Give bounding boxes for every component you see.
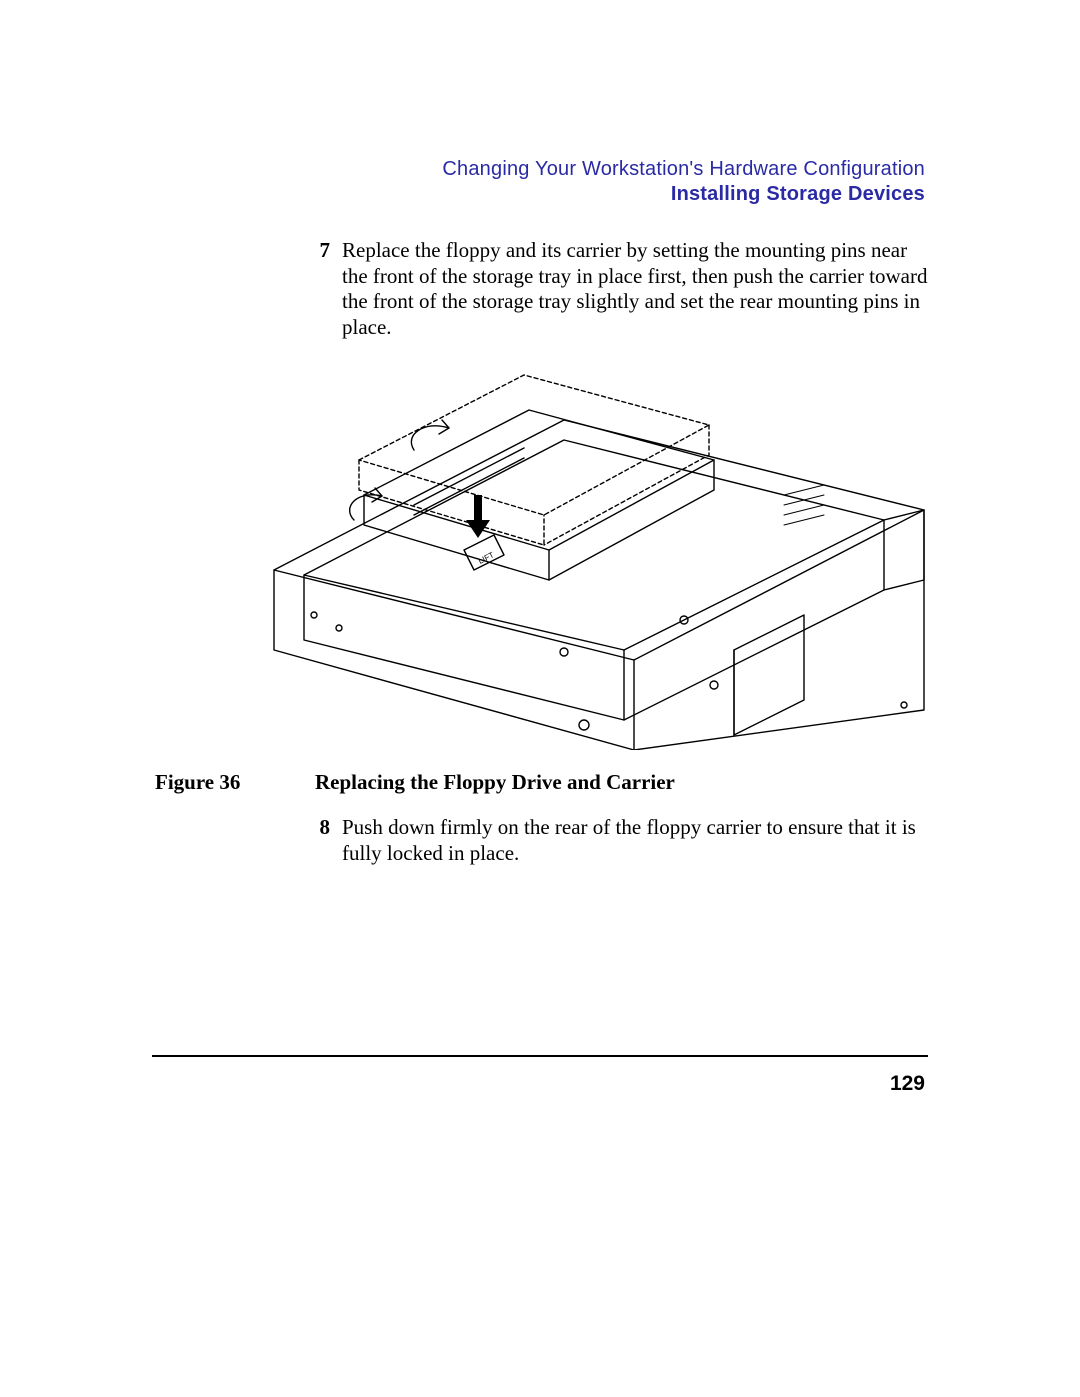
footer-rule (152, 1055, 928, 1057)
chapter-title: Changing Your Workstation's Hardware Con… (442, 158, 925, 181)
figure-title: Replacing the Floppy Drive and Carrier (315, 770, 675, 795)
figure-caption: Figure 36 Replacing the Floppy Drive and… (155, 770, 930, 795)
floppy-carrier-diagram-icon: LIFT (264, 320, 944, 750)
section-title: Installing Storage Devices (442, 183, 925, 206)
step-number: 8 (300, 815, 342, 866)
figure-illustration: LIFT (264, 320, 944, 750)
step-8: 8 Push down firmly on the rear of the fl… (300, 815, 930, 884)
step-text: Push down firmly on the rear of the flop… (342, 815, 930, 866)
page-number: 129 (890, 1072, 925, 1096)
figure-36: LIFT (264, 320, 944, 750)
figure-label: Figure 36 (155, 770, 315, 795)
page-header: Changing Your Workstation's Hardware Con… (442, 158, 925, 206)
page: Changing Your Workstation's Hardware Con… (0, 0, 1080, 1397)
